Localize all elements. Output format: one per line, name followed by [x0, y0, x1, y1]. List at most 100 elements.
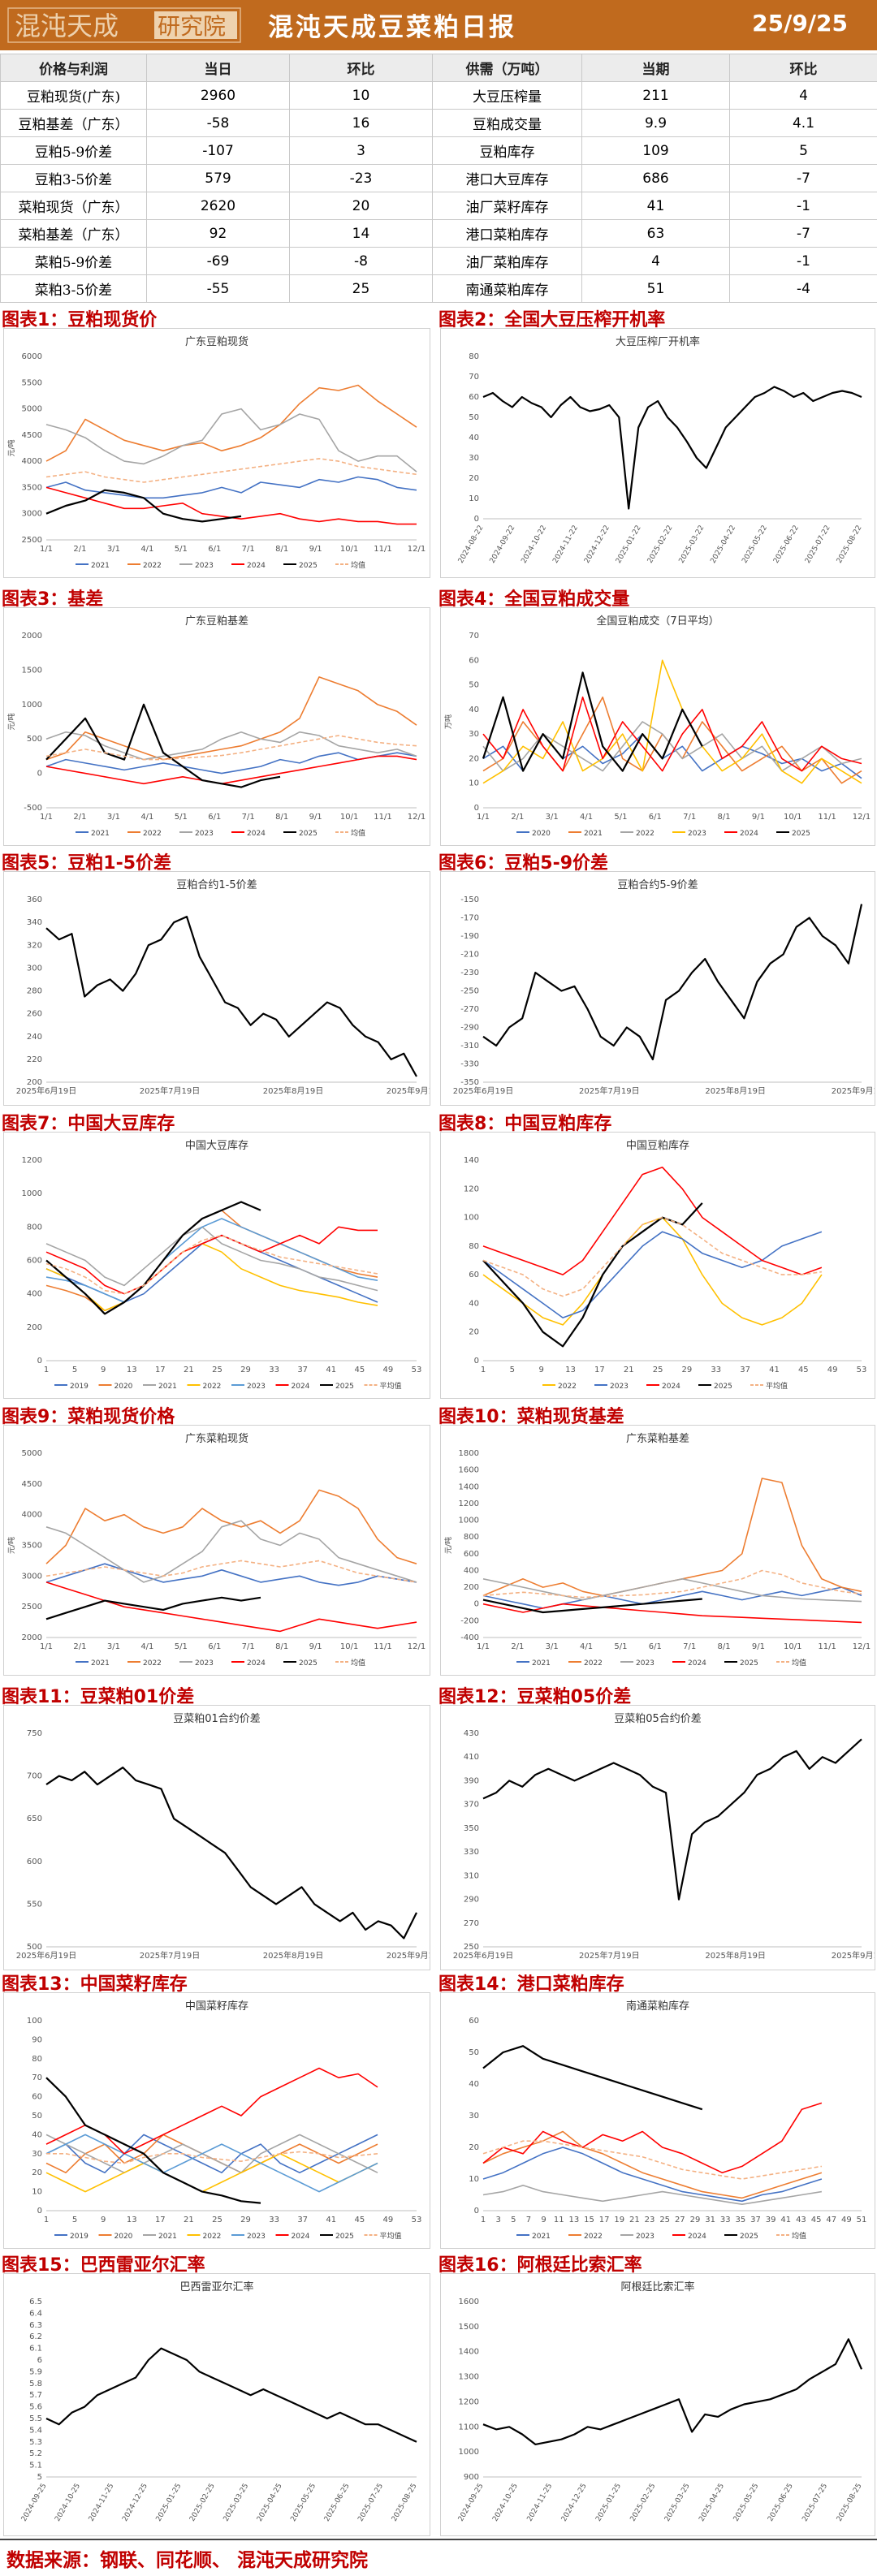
- x-tick-label: 2025年8月19日: [705, 1950, 766, 1961]
- data-source-footer: 数据来源：钢联、同花顺、 混沌天成研究院: [6, 2550, 369, 2571]
- x-tick-label: 41: [769, 1366, 780, 1374]
- x-tick-label: 3/1: [107, 1642, 120, 1651]
- series-line: [45, 2067, 378, 2155]
- table-row: 菜粕3-5价差 -55 25 南通菜粕库存 51 -4: [0, 274, 877, 303]
- x-tick-label: 2024-09-25: [20, 2483, 49, 2523]
- x-tick-label: 2024-11-25: [88, 2483, 116, 2523]
- x-tick-label: 3/1: [546, 813, 559, 822]
- table-cell: 菜粕3-5价差: [0, 274, 147, 303]
- y-tick-label: 310: [464, 1871, 479, 1880]
- legend-label: 2023: [610, 1383, 629, 1391]
- logo: 混沌天成 研究院: [7, 7, 241, 43]
- chart-svg: 豆菜粕01合约价差 500 550 600 650 700 750 2025年6月19日 202…: [16, 1713, 430, 1961]
- table-cell: 菜粕现货（广东）: [0, 192, 147, 220]
- y-tick-label: 40: [32, 2130, 42, 2139]
- y-tick-label: 5.3: [29, 2438, 42, 2447]
- x-tick-label: 35: [736, 2216, 746, 2224]
- x-tick-label: 1: [44, 2216, 49, 2224]
- table-row: 豆粕基差（广东） -58 16 豆粕成交量 9.9 4.1: [0, 109, 877, 137]
- table-cell: 4: [581, 247, 730, 275]
- table-cell: 豆粕5-9价差: [0, 136, 147, 165]
- x-tick-label: 13: [568, 2216, 579, 2224]
- chart-label-c7: 图表7：中国大豆库存: [2, 1114, 175, 1134]
- table-cell: 2960: [146, 81, 290, 110]
- x-tick-label: 23: [645, 2216, 655, 2224]
- legend-label: 2021: [532, 1659, 551, 1668]
- series-line: [482, 2045, 703, 2111]
- y-tick-label: 500: [27, 1943, 42, 1952]
- x-tick-label: 37: [297, 1366, 308, 1374]
- x-tick-label: 2025-06-25: [323, 2483, 352, 2523]
- series-line: [482, 2338, 863, 2445]
- legend-label: 2021: [91, 562, 110, 570]
- chart-svg: 阿根廷比索汇率 900 1000 1100 1200 1300 1400 1500 1600 20…: [457, 2280, 864, 2523]
- y-tick-label: -210: [460, 951, 479, 960]
- series-line: [45, 2134, 378, 2173]
- x-tick-label: 13: [127, 2216, 137, 2224]
- legend-label: 2025: [299, 830, 318, 838]
- y-tick-label: 5.9: [29, 2367, 42, 2376]
- x-tick-label: 9/1: [752, 1642, 765, 1651]
- chart-label-c16: 图表16：阿根廷比索汇率: [438, 2255, 642, 2276]
- chart-label-c15: 图表15：巴西雷亚尔汇率: [2, 2255, 205, 2276]
- legend-label: 2024: [688, 2233, 706, 2241]
- x-tick-label: 8/1: [275, 545, 288, 554]
- x-tick-label: 2025-02-25: [188, 2483, 217, 2523]
- x-tick-label: 2025-03-22: [678, 524, 706, 565]
- y-tick-label: 1500: [459, 2323, 479, 2332]
- legend-label: 2025: [740, 1659, 758, 1668]
- x-tick-label: 1/1: [40, 813, 53, 822]
- y-tick-label: 40: [469, 1299, 479, 1308]
- chart-label-c5: 图表5：豆粕1-5价差: [2, 853, 172, 874]
- y-tick-label: 60: [469, 393, 479, 402]
- x-tick-label: 2025年9月19日: [387, 1950, 430, 1961]
- series-line: [46, 2151, 378, 2164]
- chart-svg: 豆菜粕05合约价差 250 270 290 310 330 350 370 390 410 430 2…: [453, 1713, 875, 1961]
- x-tick-label: 2025-07-22: [804, 524, 832, 565]
- y-tick-label: 0: [37, 2207, 42, 2216]
- y-axis-label: 元/吨: [6, 439, 16, 456]
- y-tick-label: 2500: [22, 1603, 42, 1612]
- series-line: [45, 1234, 378, 1295]
- x-tick-label: 2024-08-22: [457, 524, 486, 565]
- x-tick-label: 2025-01-25: [594, 2483, 623, 2523]
- legend-label: 2023: [247, 2233, 266, 2241]
- chart-c12: 豆菜粕05合约价差 250 270 290 310 330 350 370 390 410 430 2…: [440, 1705, 875, 1970]
- series-line: [45, 703, 281, 788]
- series-line: [45, 1226, 378, 1295]
- legend-label: 2024: [247, 562, 266, 570]
- x-tick-label: 17: [599, 2216, 610, 2224]
- report-header: 混沌天成 研究院 混沌天成豆菜粕日报 25/9/25: [0, 0, 877, 50]
- chart-title: 豆菜粕05合约价差: [614, 1713, 702, 1725]
- x-tick-label: 2025-03-25: [663, 2483, 692, 2523]
- series-line: [45, 1489, 417, 1564]
- x-tick-label: 8/1: [275, 1642, 288, 1651]
- table-cell: 港口大豆库存: [432, 164, 582, 192]
- series-line: [45, 2134, 378, 2193]
- x-tick-label: 2025-04-22: [709, 524, 737, 565]
- series-line: [482, 2130, 823, 2199]
- y-tick-label: 5000: [22, 1449, 42, 1458]
- x-tick-label: 2025-01-25: [155, 2483, 184, 2523]
- table-cell: -58: [146, 109, 290, 137]
- chart-c14: 南通菜粕库存 0 10 20 30 40 50 60 1 3 5 7 9 11 13 15 17 19 21 23 25…: [440, 1992, 875, 2249]
- x-tick-label: 2025-05-25: [732, 2483, 761, 2523]
- x-tick-label: 19: [614, 2216, 624, 2224]
- table-cell: 4: [729, 81, 877, 110]
- legend-label: 2021: [584, 830, 603, 838]
- x-tick-label: 5: [72, 2216, 77, 2224]
- x-tick-label: 41: [326, 1366, 336, 1374]
- chart-title: 广东菜粕现货: [185, 1432, 248, 1445]
- x-tick-label: 13: [565, 1366, 576, 1374]
- y-tick-label: 400: [464, 1566, 479, 1575]
- legend-label: 2025: [299, 1659, 318, 1668]
- x-tick-label: 2025年9月19日: [387, 1085, 430, 1096]
- x-tick-label: 45: [798, 1366, 809, 1374]
- y-tick-label: 2500: [22, 536, 42, 545]
- legend-label: 2025: [740, 2233, 758, 2241]
- x-tick-label: 1/1: [40, 545, 53, 554]
- x-tick-label: 6/1: [208, 813, 221, 822]
- x-tick-label: 1: [44, 1366, 49, 1374]
